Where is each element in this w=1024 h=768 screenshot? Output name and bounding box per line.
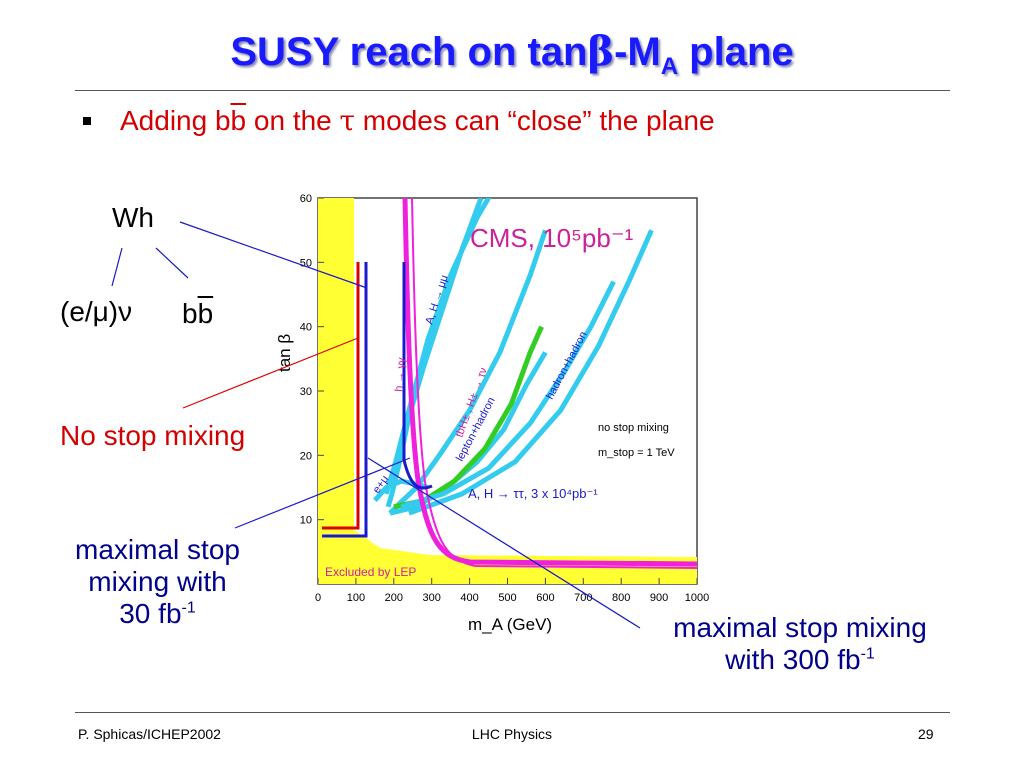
x-tick-label: 100 [347, 592, 365, 604]
x-tick-label: 0 [315, 592, 321, 604]
wh-to-lepnu-arrow [111, 247, 123, 287]
max30-label: maximal stop mixing with 30 fb-1 [75, 534, 240, 629]
legend-mstop: m_stop = 1 TeV [598, 447, 675, 459]
x-tick-label: 1000 [685, 592, 709, 604]
gamgam-label: h → γγ [393, 357, 408, 393]
series-curve-6 [408, 229, 654, 516]
footer-author: P. Sphicas/ICHEP2002 [78, 726, 221, 742]
y-tick-label: 40 [300, 322, 312, 334]
title-rule [75, 90, 950, 91]
bb-label: bb [182, 298, 214, 329]
y-tick-label: 10 [300, 515, 312, 527]
no-stop-label: No stop mixing [60, 420, 246, 451]
series-curve-1 [385, 198, 484, 508]
cms-label: CMS, 10⁵pb⁻¹ [470, 223, 634, 253]
y-tick-label: 30 [300, 386, 312, 398]
y-tick-label: 20 [300, 450, 312, 462]
excluded-region [318, 198, 697, 584]
x-tick-label: 300 [423, 592, 441, 604]
series-curve-5 [400, 280, 616, 510]
magenta-curve [402, 198, 697, 567]
max30-blue-curve [322, 262, 368, 538]
x-tick-label: 500 [498, 592, 516, 604]
x-axis-label: m_A (GeV) [468, 615, 552, 634]
bullet-square-icon [83, 117, 91, 125]
x-tick-label: 700 [574, 592, 592, 604]
bullet-text: Adding bb on the τ modes can “close” the… [120, 104, 715, 137]
footer-rule [75, 712, 950, 713]
x-tick-label: 900 [650, 592, 668, 604]
max300-label: maximal stop mixing with 300 fb-1 [673, 612, 927, 675]
no-stop-arrow [182, 337, 359, 409]
series-curve-0 [383, 198, 492, 495]
page-number: 29 [918, 726, 934, 742]
lepnu-label: (e/μ)ν [60, 296, 133, 327]
magenta-curve-2 [411, 198, 697, 569]
no-stop-red-curve [322, 262, 360, 530]
legend-no-stop: no stop mixing [598, 422, 669, 434]
page-title: SUSY reach on tanβ-MA plane [230, 28, 794, 80]
wh-to-bb-arrow [155, 247, 189, 279]
plot-area [317, 197, 698, 585]
y-tick-label: 60 [300, 193, 312, 205]
footer-title: LHC Physics [471, 726, 553, 742]
wh-label: Wh [112, 202, 154, 233]
x-tick-label: 600 [536, 592, 554, 604]
tautau-label: A, H → ττ, 3 x 10⁴pb⁻¹ [468, 486, 598, 501]
x-tick-label: 400 [460, 592, 478, 604]
excluded-label: Excluded by LEP [325, 565, 416, 579]
series-curve-3 [389, 351, 548, 516]
y-axis-label: tan β [275, 334, 294, 372]
max30-arrow [234, 457, 411, 529]
series-curve-2 [388, 229, 548, 515]
x-tick-label: 200 [385, 592, 403, 604]
max300-arrow [367, 457, 641, 629]
x-tick-label: 800 [612, 592, 630, 604]
wh-arrow [179, 221, 368, 289]
y-tick-label: 50 [300, 257, 312, 269]
